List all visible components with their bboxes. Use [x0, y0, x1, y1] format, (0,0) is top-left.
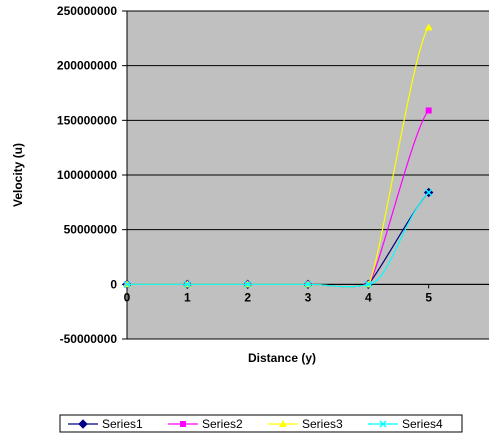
data-point: [244, 280, 252, 288]
x-tick-label: 0: [124, 290, 131, 304]
y-tick-label: 100000000: [57, 168, 117, 182]
data-point: [183, 280, 191, 288]
legend-box: [59, 414, 463, 433]
data-point: [123, 280, 131, 288]
legend-label: Series3: [302, 417, 343, 431]
x-tick-label: 1: [184, 290, 191, 304]
data-point: [304, 280, 312, 288]
y-tick-label: -50000000: [60, 332, 118, 346]
y-tick-label: 250000000: [57, 4, 117, 18]
legend-label: Series2: [202, 417, 243, 431]
series-Series4: [123, 188, 433, 288]
legend-label: Series4: [402, 417, 443, 431]
legend-entry: Series1: [68, 417, 143, 431]
legend: Series1 Series2 Series3 Series4: [59, 414, 463, 433]
x-tick-label: 2: [244, 290, 251, 304]
y-tick-label: 50000000: [64, 223, 118, 237]
legend-marker: [78, 419, 88, 429]
x-tick-label: 4: [365, 290, 372, 304]
y-tick-label: 200000000: [57, 59, 117, 73]
x-axis-title: Distance (y): [248, 351, 316, 365]
y-tick-label: 0: [110, 277, 117, 291]
legend-entry: Series2: [168, 417, 243, 431]
x-tick-label: 3: [305, 290, 312, 304]
series-lines: [122, 23, 434, 290]
legend-entry: Series4: [368, 417, 443, 431]
y-tick-label: 150000000: [57, 113, 117, 127]
legend-entry: Series3: [268, 417, 343, 431]
x-tick-label: 5: [425, 290, 432, 304]
data-point: [425, 188, 433, 197]
data-point: [425, 107, 432, 114]
legend-marker: [180, 421, 186, 427]
legend-label: Series1: [102, 417, 143, 431]
legend-marker: [279, 420, 287, 427]
data-point: [424, 23, 433, 31]
y-axis-title: Velocity (u): [11, 143, 25, 207]
legend-marker: [379, 420, 387, 428]
data-point: [364, 280, 372, 288]
y-tick-labels: 250000000 200000000 150000000 100000000 5000…: [57, 4, 117, 346]
